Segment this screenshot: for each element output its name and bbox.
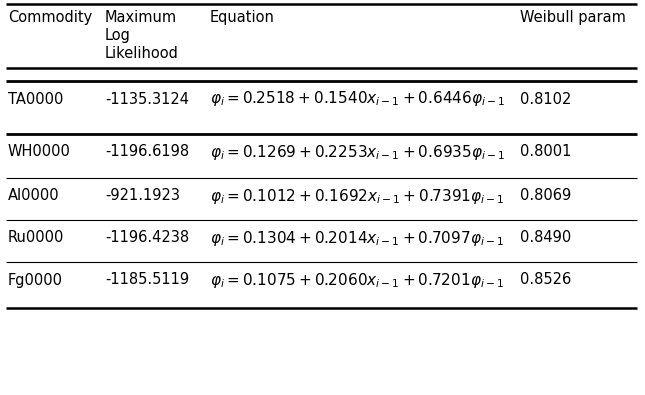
Text: $\varphi_i = 0.1075+0.2060x_{i-1}+0.7201\varphi_{i-1}$: $\varphi_i = 0.1075+0.2060x_{i-1}+0.7201… [210, 271, 504, 290]
Text: $\varphi_i =0.2518+0.1540x_{i-1}+0.6446\varphi_{i-1}$: $\varphi_i =0.2518+0.1540x_{i-1}+0.6446\… [210, 90, 505, 109]
Text: 0.8001: 0.8001 [520, 145, 571, 160]
Text: -1185.5119: -1185.5119 [105, 273, 189, 288]
Text: 0.8526: 0.8526 [520, 273, 571, 288]
Text: WH0000: WH0000 [8, 145, 71, 160]
Text: Weibull param: Weibull param [520, 10, 626, 25]
Text: $\varphi_i =0.1304+0.2014x_{i-1}+0.7097\varphi_{i-1}$: $\varphi_i =0.1304+0.2014x_{i-1}+0.7097\… [210, 228, 504, 248]
Text: -1196.6198: -1196.6198 [105, 145, 189, 160]
Text: Al0000: Al0000 [8, 188, 59, 203]
Text: -921.1923: -921.1923 [105, 188, 180, 203]
Text: Commodity: Commodity [8, 10, 92, 25]
Text: Likelihood: Likelihood [105, 46, 179, 61]
Text: $\varphi_i = 0.1269+0.2253x_{i-1}+0.6935\varphi_{i-1}$: $\varphi_i = 0.1269+0.2253x_{i-1}+0.6935… [210, 143, 505, 162]
Text: Maximum: Maximum [105, 10, 177, 25]
Text: Equation: Equation [210, 10, 275, 25]
Text: Ru0000: Ru0000 [8, 231, 64, 246]
Text: TA0000: TA0000 [8, 92, 63, 107]
Text: $\varphi_i =0.1012+0.1692x_{i-1}+0.7391\varphi_{i-1}$: $\varphi_i =0.1012+0.1692x_{i-1}+0.7391\… [210, 186, 504, 205]
Text: Log: Log [105, 28, 131, 43]
Text: 0.8490: 0.8490 [520, 231, 571, 246]
Text: -1196.4238: -1196.4238 [105, 231, 189, 246]
Text: -1135.3124: -1135.3124 [105, 92, 189, 107]
Text: 0.8102: 0.8102 [520, 92, 571, 107]
Text: Fg0000: Fg0000 [8, 273, 63, 288]
Text: 0.8069: 0.8069 [520, 188, 571, 203]
